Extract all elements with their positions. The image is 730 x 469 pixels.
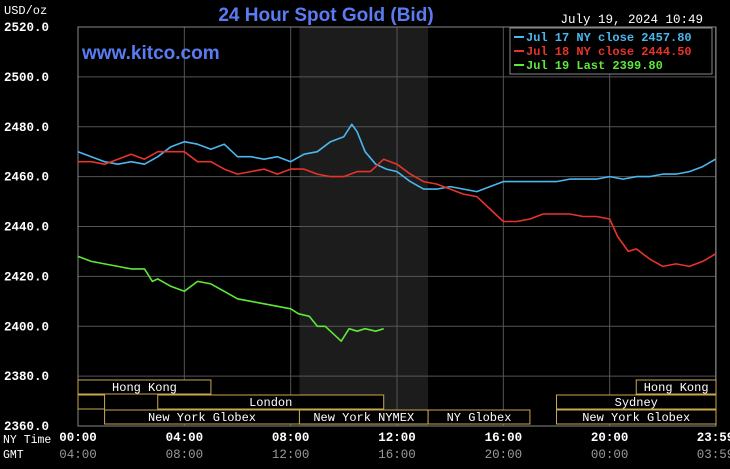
session-box [77,394,106,410]
session-box: New York NYMEX [298,409,429,425]
x-tick-label-gmt: 12:00 [272,448,310,462]
x-tick-label-ny: 00:00 [59,431,97,445]
session-label: Sydney [615,396,658,410]
x-tick-label-gmt: 16:00 [378,448,416,462]
legend-entry: Jul 18 NY close 2444.50 [526,45,692,59]
watermark-url: www.kitco.com [81,43,220,64]
session-box-frame [77,379,212,395]
x-tick-label-ny: 12:00 [378,431,416,445]
y-tick-label: 2380.0 [4,370,49,384]
chart-timestamp: July 19, 2024 10:49 [560,13,703,27]
session-box-frame [77,394,106,410]
series-lines [77,123,716,342]
series-line-3 [77,255,384,342]
series-line-2 [78,150,716,268]
x-tick-label-ny: 04:00 [166,431,204,445]
x-tick-label-ny: 23:59 [697,431,730,445]
session-box-frame [427,409,531,425]
y-tick-label: 2460.0 [4,171,49,185]
session-box-frame [635,379,717,395]
grid [77,26,717,427]
session-label: New York NYMEX [313,411,414,425]
y-tick-label: 2500.0 [4,71,49,85]
x-tick-label-gmt: 00:00 [591,448,629,462]
session-box: NY Globex [427,409,531,425]
x-axis-label-ny: NY Time [3,434,51,447]
session-label: Hong Kong [112,381,177,395]
session-box-frame [556,394,717,410]
x-tick-label-gmt: 20:00 [485,448,523,462]
session-box-frame [556,409,717,425]
plot-frame [77,26,717,427]
y-tick-label: 2480.0 [4,121,49,135]
x-tick-label-gmt: 03:59 [697,448,730,462]
y-axis-unit-label: USD/oz [4,4,47,18]
legend-box [509,27,713,75]
y-tick-label: 2400.0 [4,320,49,334]
x-axis-label-gmt: GMT [3,449,24,462]
session-label: London [249,396,292,410]
session-box: Hong Kong [635,379,717,395]
session-label: NY Globex [447,411,512,425]
x-tick-label-gmt: 04:00 [59,448,97,462]
x-tick-label-ny: 16:00 [485,431,523,445]
session-box: London [157,394,385,410]
legend-entry: Jul 17 NY close 2457.80 [526,31,692,45]
legend-entry: Jul 19 Last 2399.80 [526,59,663,73]
y-tick-label: 2420.0 [4,270,49,284]
session-box: New York Globex [104,409,300,425]
y-tick-label: 2440.0 [4,221,49,235]
series-line-1 [77,123,716,193]
x-tick-label-ny: 08:00 [272,431,310,445]
y-tick-label: 2360.0 [4,420,49,434]
x-tick-label-gmt: 08:00 [166,448,204,462]
chart-title: 24 Hour Spot Gold (Bid) [218,5,433,26]
session-box-frame [157,394,385,410]
session-label: Hong Kong [644,381,709,395]
x-tick-label-ny: 20:00 [591,431,629,445]
axes: 2520.0 2500.0 2480.0 2460.0 2440.0 2420.0 2400… [3,21,730,462]
session-box: New York Globex [556,409,717,425]
y-tick-label: 2520.0 [4,21,49,35]
session-box: Hong Kong [77,379,212,395]
session-label: New York Globex [148,411,256,425]
session-label: New York Globex [582,411,690,425]
session-box: Sydney [556,394,717,410]
